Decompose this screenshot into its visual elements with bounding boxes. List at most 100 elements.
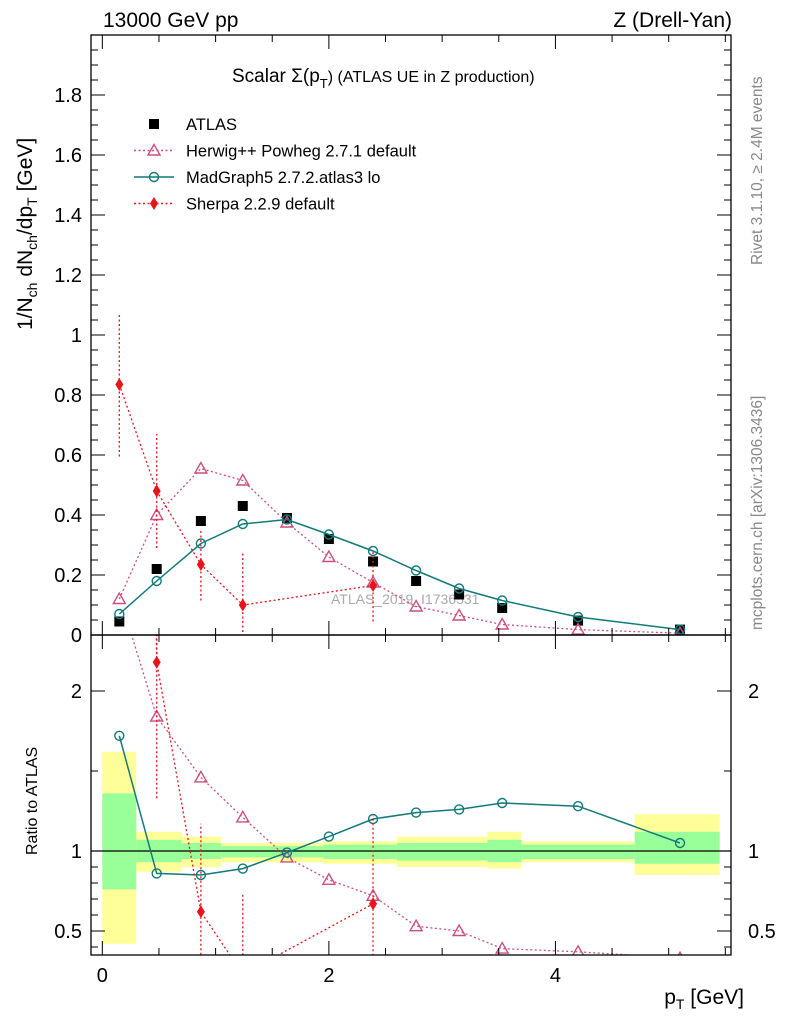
- circle-main-point: [151, 575, 162, 587]
- circle-ratio-point: [151, 868, 162, 879]
- circle-ratio-point: [572, 801, 584, 812]
- circle-main-point: [410, 565, 422, 576]
- triangle-main-point: [494, 617, 510, 630]
- ratio-panel-series: [114, 635, 686, 981]
- y-tick-label: 0.4: [54, 505, 82, 527]
- circle-main-point: [114, 608, 125, 620]
- triangle-ratio-line: [130, 635, 640, 955]
- atlas-data-point: [497, 603, 508, 613]
- circle-main-point: [496, 595, 508, 606]
- ratio-band-inner: [323, 844, 397, 859]
- ratio-y-tick-label: 0.5: [54, 921, 82, 943]
- atlas-data-point: [237, 501, 248, 511]
- y-tick-label: 1.4: [54, 205, 82, 227]
- triangle-ratio-point: [677, 950, 683, 955]
- diamond-main-point: [369, 579, 378, 592]
- atlas-data-point: [114, 616, 125, 627]
- diamond-main-point: [115, 378, 124, 391]
- circle-main-point: [367, 545, 379, 557]
- diamond-ratio-point: [196, 905, 205, 919]
- legend-marker-data: [149, 119, 159, 129]
- legend-marker-diamond: [150, 197, 158, 210]
- legend: ATLAS Herwig++ Powheg 2.7.1 default MadGra…: [134, 116, 417, 214]
- analysis-watermark: ATLAS_2019_I1736531: [331, 591, 480, 607]
- diamond-main-point: [196, 558, 205, 571]
- circle-ratio-point: [281, 847, 293, 858]
- y-tick-label: 1.2: [54, 265, 82, 287]
- triangle-main-point: [235, 473, 250, 486]
- y-tick-label: 1.6: [54, 145, 82, 167]
- circle-ratio-line: [118, 735, 681, 876]
- triangle-main-point: [321, 549, 337, 563]
- x-tick-label: 4: [550, 965, 561, 987]
- atlas-data-point: [151, 564, 162, 574]
- triangle-main-point: [193, 461, 209, 474]
- header-right: Z (Drell-Yan): [613, 9, 732, 32]
- ratio-y-tick-label: 2: [71, 681, 82, 703]
- y-tick-label: 0: [71, 625, 82, 647]
- circle-ratio-point: [114, 730, 125, 741]
- diamond-main-point: [238, 598, 247, 612]
- triangle-main-point: [112, 591, 127, 605]
- triangle-main-point: [279, 515, 295, 528]
- ratio-band-inner: [396, 843, 488, 861]
- ratio-y-tick-label-right: 1: [748, 841, 759, 863]
- legend-marker-triangle: [146, 143, 162, 156]
- rivet-label: Rivet 3.1.10, ≥ 2.4M events: [749, 76, 766, 265]
- circle-main-point: [453, 583, 465, 594]
- circle-main-point: [323, 529, 335, 540]
- triangle-main-line: [118, 467, 681, 634]
- ratio-y-tick-label-right: 2: [748, 681, 759, 703]
- ratio-uncertainty-bands: [102, 751, 720, 944]
- diamond-ratio-line: [155, 635, 374, 955]
- y-tick-label: 0.8: [54, 385, 82, 407]
- ratio-band-inner: [221, 846, 324, 858]
- atlas-data-point: [281, 513, 292, 523]
- triangle-ratio-point: [408, 918, 424, 932]
- diamond-ratio-point: [152, 655, 161, 669]
- atlas-data-point: [573, 615, 584, 626]
- legend-label-diamond: Sherpa 2.2.9 default: [186, 196, 335, 214]
- atlas-data-point: [195, 516, 206, 526]
- ratio-band-inner: [102, 793, 137, 890]
- diamond-ratio-point: [369, 897, 378, 911]
- atlas-data-point: [454, 589, 465, 600]
- x-tick-label: 2: [323, 965, 334, 987]
- y-tick-label: 0.2: [54, 565, 82, 587]
- ratio-panel-frame: [90, 634, 732, 956]
- ratio-y-tick-label-right: 0.5: [748, 921, 776, 943]
- circle-ratio-point: [237, 863, 248, 874]
- triangle-main-point: [451, 608, 467, 621]
- circle-ratio-point: [674, 837, 686, 849]
- x-axis-label: pT [GeV]: [664, 986, 744, 1012]
- circle-main-point: [195, 538, 207, 549]
- circle-main-point: [281, 514, 293, 525]
- ratio-y-axis-label: Ratio to ATLAS: [24, 747, 41, 855]
- chart-title: Scalar Σ(pT) (ATLAS UE in Z production): [232, 66, 535, 91]
- triangle-ratio-point: [494, 941, 510, 954]
- triangle-ratio-point: [451, 923, 467, 937]
- axis-ticks: 0 2 4 0 0.2 0.4 0.6 0.8 1 1.2 1.4 1.6 1.8 0.5 0.5 1 1 2 2: [54, 35, 776, 987]
- diamond-ratio-point: [239, 968, 247, 981]
- diamond-main-point: [152, 484, 161, 498]
- circle-ratio-point: [453, 804, 465, 815]
- main-panel-series: [112, 312, 686, 635]
- legend-label-data: ATLAS: [186, 116, 237, 134]
- triangle-ratio-point: [235, 809, 250, 823]
- y-axis-label: 1/Nch dNch/dpT [GeV]: [14, 138, 40, 330]
- mcplots-label: mcplots.cern.ch [arXiv:1306.3436]: [749, 396, 766, 630]
- circle-ratio-point: [496, 797, 508, 809]
- ratio-band-inner: [634, 831, 720, 864]
- legend-marker-circle: [148, 171, 160, 183]
- header-left: 13000 GeV pp: [103, 9, 238, 32]
- triangle-main-point: [408, 599, 424, 612]
- y-tick-label: 1.8: [54, 85, 82, 107]
- triangle-main-point: [570, 622, 586, 635]
- circle-main-point: [674, 624, 686, 635]
- circle-ratio-point: [323, 831, 335, 842]
- y-tick-label: 1: [71, 325, 82, 347]
- circle-main-point: [572, 611, 584, 623]
- circle-main-point: [237, 518, 248, 530]
